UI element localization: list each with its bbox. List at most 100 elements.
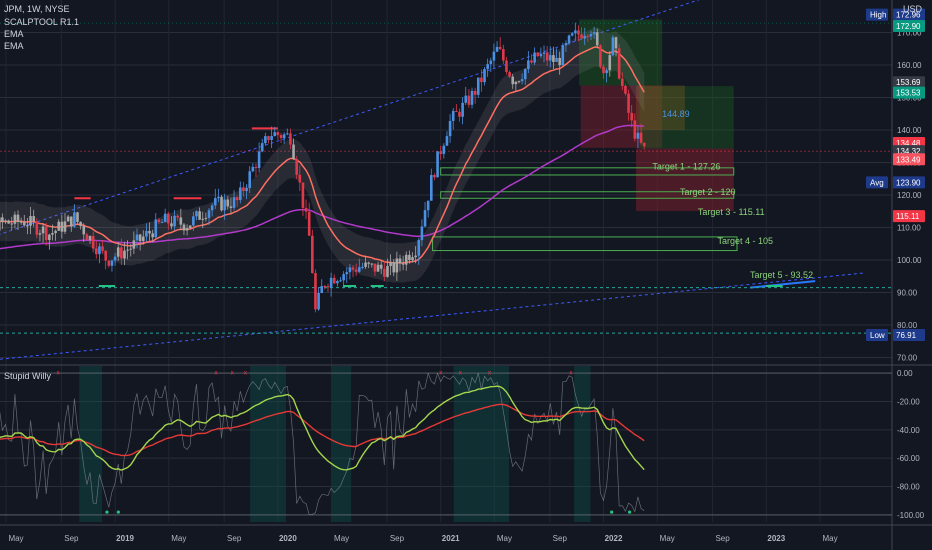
candle-body: [160, 222, 164, 224]
x-tick-label: 2019: [116, 534, 134, 543]
candle-body: [492, 51, 496, 61]
candle-body: [22, 222, 26, 226]
candle-body: [4, 220, 7, 222]
candle-body: [223, 199, 226, 211]
price-tag-value: 172.96: [896, 11, 921, 20]
price-tag-value: 134.48: [896, 139, 921, 148]
osc-tick-label: -60.00: [897, 454, 920, 463]
candle-body: [420, 226, 424, 241]
candle-body: [445, 136, 449, 146]
candle-body: [82, 226, 86, 235]
candle-body: [54, 230, 57, 234]
candle-body: [57, 221, 61, 231]
candle-body: [630, 112, 633, 121]
y-tick-label: 120.00: [897, 191, 922, 200]
candle-body: [320, 286, 324, 294]
price-tag-bg: [893, 210, 925, 223]
candle-body: [495, 46, 499, 52]
candle-body: [558, 57, 561, 66]
candle-body: [88, 236, 92, 240]
candle-body: [44, 226, 48, 241]
price-tag-label: Low: [870, 331, 885, 340]
x-tick-label: Sep: [390, 534, 405, 543]
candle-body: [354, 269, 358, 272]
candle-body: [220, 196, 223, 211]
candle-body: [13, 214, 17, 224]
x-tick-label: May: [497, 534, 512, 543]
candle-body: [10, 223, 14, 225]
osc-buy-dot: [610, 510, 614, 514]
candle-body: [342, 274, 345, 281]
candle-body: [298, 174, 302, 183]
osc-sell-mark: x: [439, 371, 442, 377]
candle-body: [157, 219, 161, 223]
candle-body: [470, 90, 474, 105]
candle-body: [79, 221, 82, 227]
price-tag-value: 172.90: [896, 22, 921, 31]
candle-body: [611, 37, 615, 56]
candle-body: [317, 293, 320, 310]
target-box: [440, 191, 735, 199]
price-tag-label: Avg: [870, 178, 884, 187]
candle-body: [561, 45, 565, 66]
candle-body: [398, 258, 402, 264]
x-tick-label: 2021: [442, 534, 460, 543]
candle-body: [292, 144, 295, 160]
osc-sell-mark: x: [488, 371, 491, 377]
candle-body: [195, 211, 198, 217]
candle-body: [395, 258, 399, 273]
candle-body: [329, 277, 333, 288]
candle-body: [530, 60, 533, 63]
osc-tick-label: -80.00: [897, 483, 920, 492]
candle-body: [192, 216, 195, 226]
osc-sell-mark: x: [231, 371, 234, 377]
indicator-ema-label-2[interactable]: EMA: [4, 41, 24, 51]
candle-body: [273, 132, 277, 137]
ema-slow-line: [0, 124, 645, 250]
candle-body: [367, 262, 370, 264]
candle-body: [232, 197, 236, 208]
osc-buy-dot: [116, 510, 120, 514]
candle-body: [176, 215, 180, 218]
indicator-scalptool-label[interactable]: SCALPTOOL R1.1: [4, 17, 80, 27]
price-tag-value: 115.11: [896, 212, 920, 221]
candle-body: [614, 37, 618, 49]
candle-body: [304, 207, 308, 212]
candle-body: [179, 217, 183, 225]
candle-body: [351, 267, 355, 270]
oscillator-title[interactable]: Stupid Willy: [4, 371, 52, 381]
candle-body: [141, 236, 145, 241]
candle-body: [1, 217, 4, 222]
candle-body: [548, 55, 552, 61]
candle-body: [517, 81, 521, 83]
candle-body: [514, 81, 518, 85]
stop-price-label: 144.89: [662, 109, 690, 119]
candle-body: [605, 70, 608, 74]
take-profit-zone-2: [639, 86, 734, 149]
candle-body: [120, 247, 123, 259]
candle-body: [467, 95, 471, 105]
currency-label: USD: [903, 4, 923, 14]
candle-body: [213, 198, 217, 206]
indicator-ema-label-1[interactable]: EMA: [4, 29, 24, 39]
x-tick-label: Sep: [553, 534, 568, 543]
candle-body: [235, 197, 239, 201]
osc-buy-dot: [105, 510, 109, 514]
y-tick-label: 100.00: [897, 256, 922, 265]
candle-body: [29, 216, 32, 226]
candle-body: [345, 272, 349, 275]
stop-zone: [580, 85, 663, 148]
y-tick-label: 80.00: [897, 321, 918, 330]
price-tag-value: 153.69: [896, 78, 921, 87]
candle-body: [167, 213, 170, 224]
candle-body: [254, 166, 258, 168]
candle-body: [41, 226, 45, 234]
candle-body: [38, 233, 42, 235]
pending-zone: [636, 85, 685, 130]
candle-body: [520, 79, 524, 82]
candle-body: [110, 260, 114, 266]
candle-body: [138, 234, 142, 241]
candle-body: [282, 134, 286, 139]
candle-body: [85, 234, 89, 240]
